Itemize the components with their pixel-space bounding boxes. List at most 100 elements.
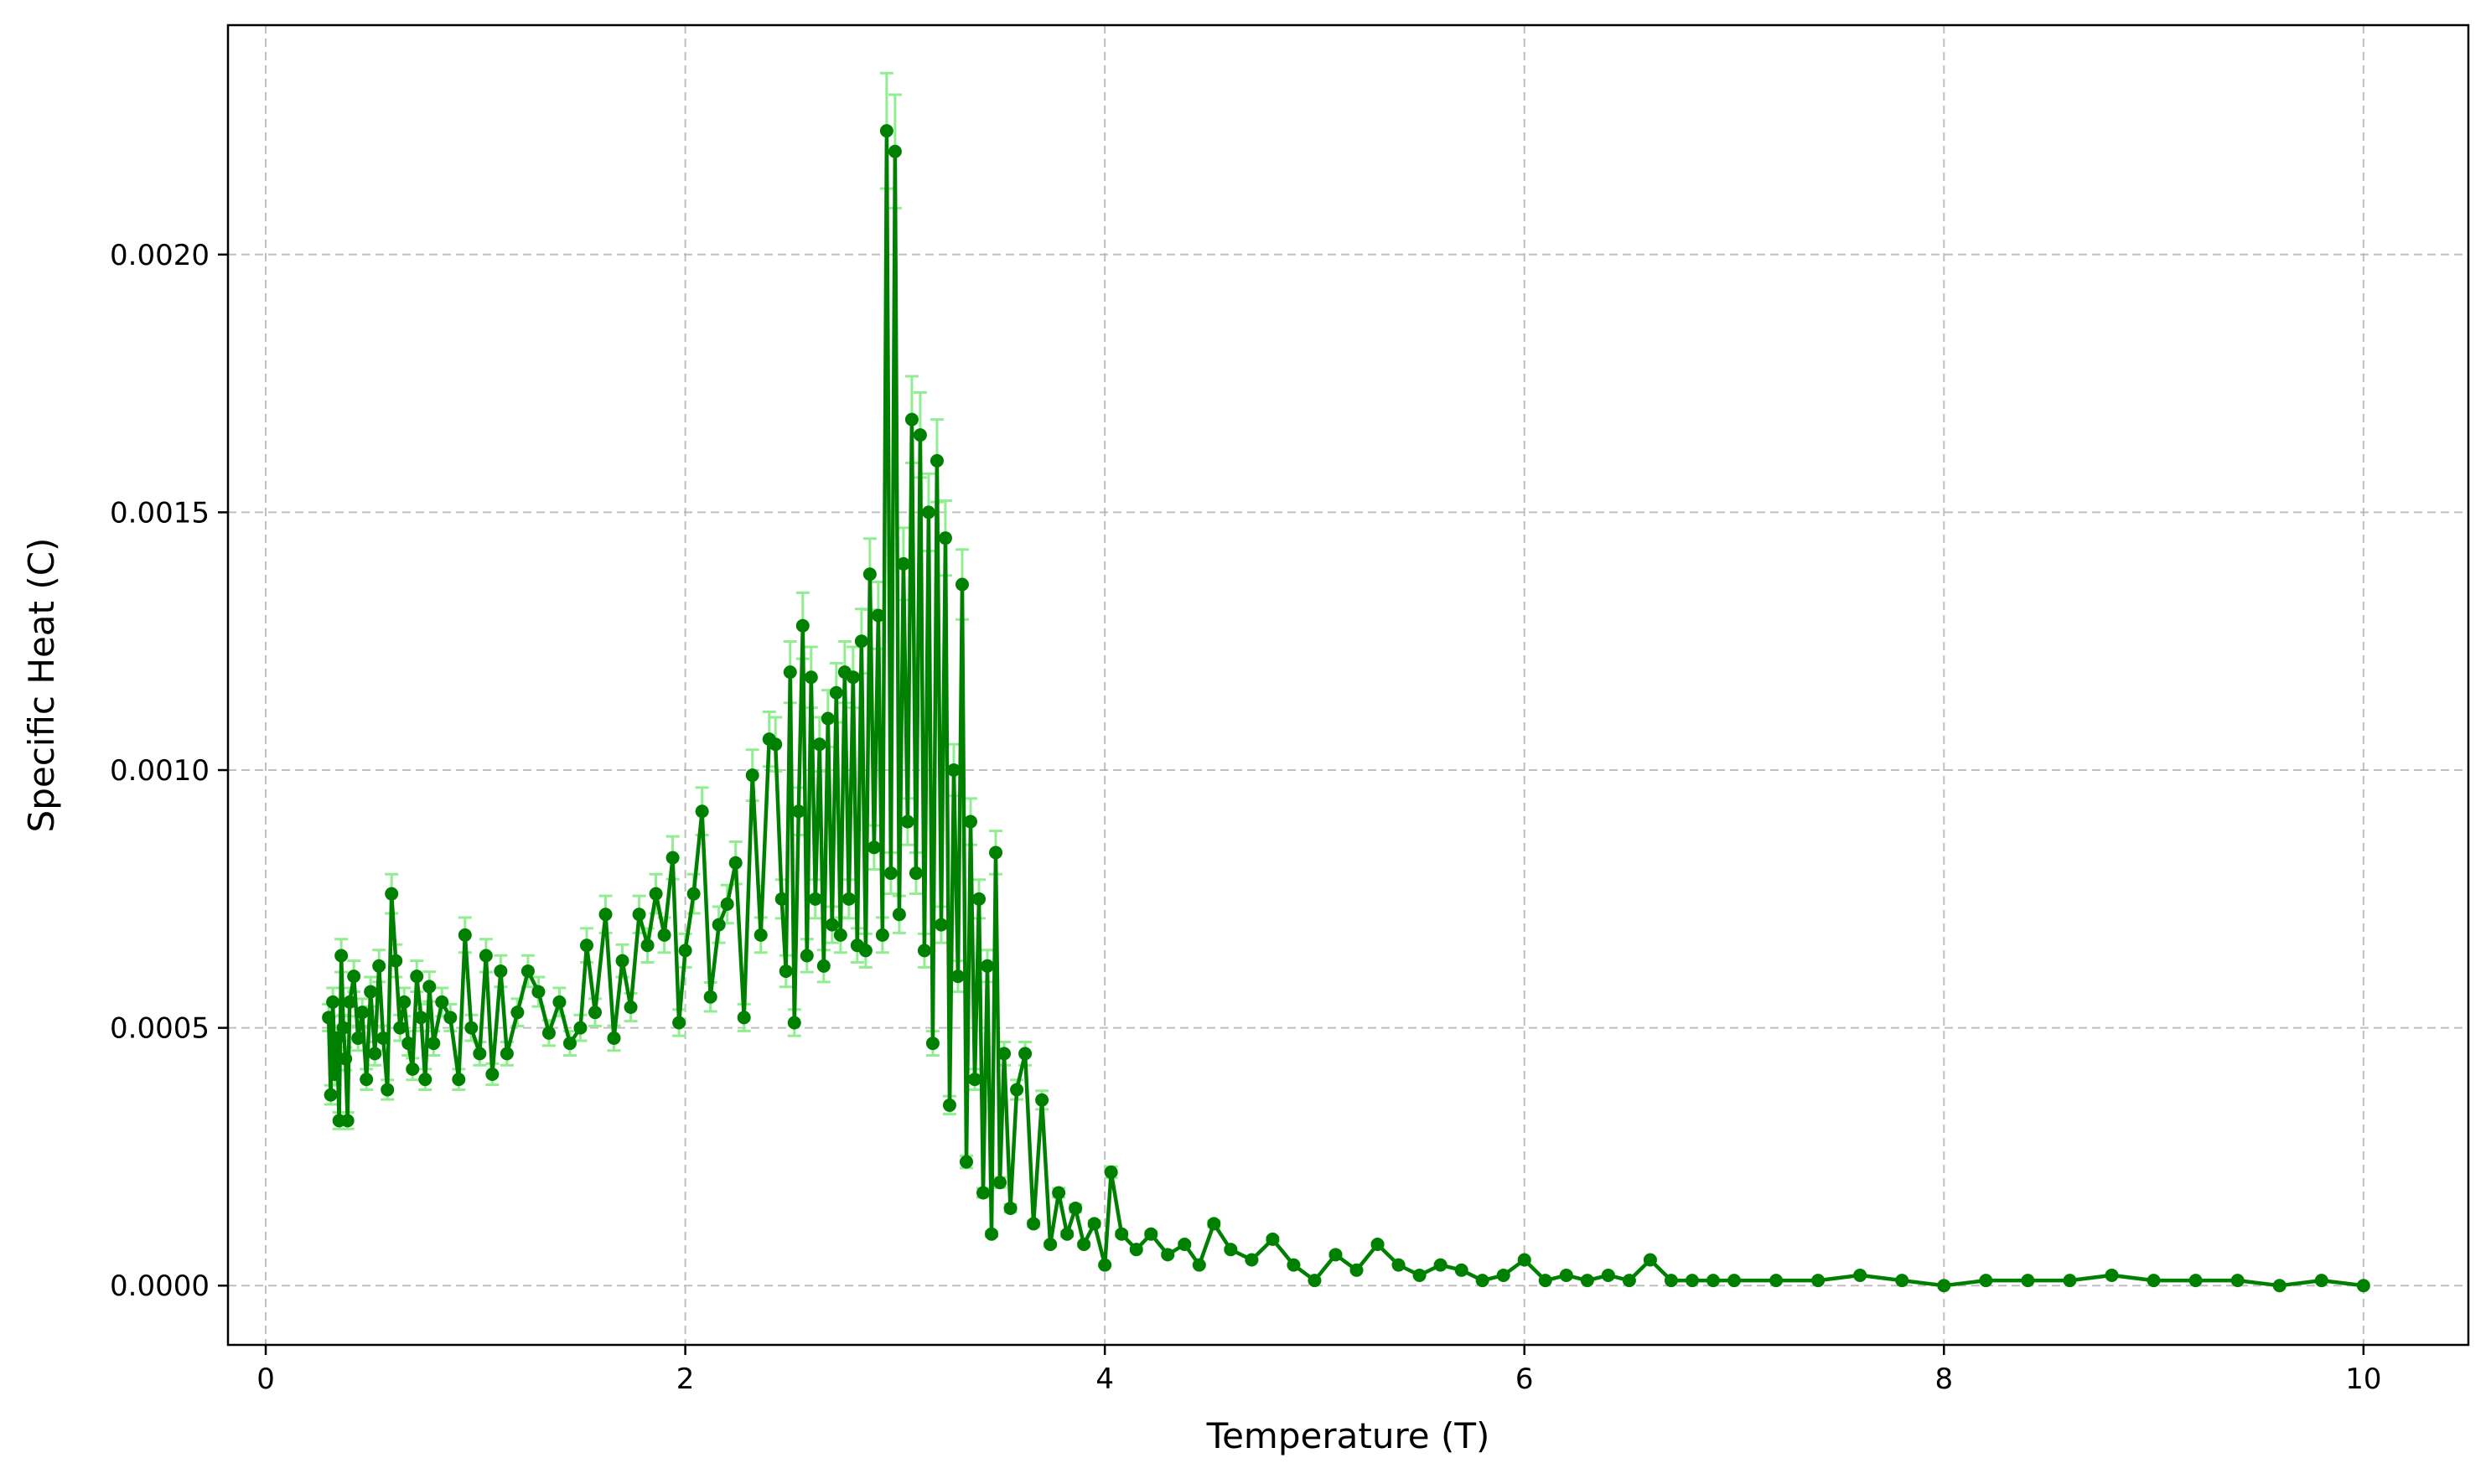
data-point: [598, 907, 613, 922]
x-tick-label: 10: [2345, 1362, 2381, 1396]
data-point: [1895, 1274, 1909, 1288]
y-tick-label: 0.0010: [110, 754, 210, 788]
data-point: [1308, 1274, 1322, 1288]
grid: [228, 25, 2468, 1345]
data-point: [510, 1006, 525, 1020]
y-tick-label: 0.0005: [110, 1012, 210, 1046]
data-point: [322, 1011, 336, 1025]
data-point: [1224, 1243, 1238, 1257]
data-point: [500, 1047, 514, 1061]
x-tick-label: 6: [1515, 1362, 1534, 1396]
data-point: [573, 1021, 588, 1035]
data-point: [737, 1011, 751, 1025]
data-point: [779, 964, 793, 978]
data-point: [833, 928, 847, 942]
data-point: [981, 959, 995, 973]
data-point: [330, 1031, 344, 1045]
data-point: [1853, 1268, 1867, 1282]
data-point: [1580, 1274, 1594, 1288]
data-point: [494, 964, 508, 978]
data-point: [2021, 1274, 2035, 1288]
data-point: [1044, 1238, 1058, 1252]
data-point: [672, 1016, 686, 1030]
data-point: [588, 1006, 602, 1020]
data-point: [1087, 1217, 1101, 1231]
data-point: [531, 985, 546, 999]
data-point: [326, 995, 340, 1009]
data-point: [875, 928, 889, 942]
data-point: [541, 1026, 556, 1040]
data-point: [934, 918, 948, 932]
data-point: [812, 737, 826, 752]
data-point: [1060, 1227, 1075, 1241]
data-point: [401, 1037, 416, 1051]
data-point: [1003, 1201, 1018, 1215]
data-point: [791, 804, 805, 819]
data-point: [695, 804, 709, 819]
data-point: [2063, 1274, 2077, 1288]
data-point: [769, 737, 783, 752]
data-point: [372, 959, 386, 973]
data-point: [883, 866, 898, 881]
data-point: [972, 892, 987, 906]
data-point: [464, 1021, 479, 1035]
data-point: [1601, 1268, 1615, 1282]
data-point: [976, 1186, 991, 1200]
data-point: [1144, 1227, 1158, 1241]
data-point: [1069, 1201, 1083, 1215]
data-point: [1161, 1248, 1175, 1262]
data-point: [473, 1047, 487, 1061]
data-point: [745, 768, 759, 783]
data-point: [1098, 1258, 1112, 1272]
data-point: [657, 928, 671, 942]
data-point: [1052, 1186, 1066, 1200]
data-point: [774, 892, 789, 906]
data-point: [1643, 1253, 1657, 1267]
y-tick-label: 0.0015: [110, 496, 210, 530]
data-point: [324, 1088, 338, 1102]
data-point: [552, 995, 567, 1009]
data-point: [649, 887, 663, 901]
data-point: [1266, 1232, 1280, 1246]
data-point: [1433, 1258, 1447, 1272]
data-point: [829, 685, 843, 700]
data-point: [393, 1021, 407, 1035]
x-tick-label: 4: [1095, 1362, 1114, 1396]
data-point: [347, 970, 361, 984]
data-point: [418, 1073, 432, 1087]
axes-frame: [226, 23, 2470, 1347]
data-point: [458, 928, 472, 942]
data-point: [900, 814, 914, 829]
data-point: [783, 665, 797, 680]
data-point: [1622, 1274, 1636, 1288]
data-point: [1077, 1238, 1091, 1252]
data-point: [879, 124, 893, 138]
data-point: [1018, 1047, 1033, 1061]
data-point: [452, 1073, 466, 1087]
data-point: [1517, 1253, 1531, 1267]
data-point: [385, 887, 399, 901]
data-point: [1287, 1258, 1301, 1272]
data-point: [862, 567, 877, 582]
data-point: [1496, 1268, 1510, 1282]
data-point: [997, 1047, 1012, 1061]
data-point: [1937, 1279, 1951, 1293]
data-point: [343, 995, 357, 1009]
data-point: [678, 944, 692, 958]
data-point: [1035, 1093, 1049, 1107]
y-axis-label: Specific Heat (C): [21, 538, 62, 833]
data-point: [925, 1037, 940, 1051]
data-point: [340, 1114, 355, 1128]
data-point: [2272, 1279, 2286, 1293]
data-point: [1207, 1217, 1221, 1231]
data-point: [479, 949, 493, 963]
data-point: [942, 1098, 956, 1112]
data-point: [1979, 1274, 1993, 1288]
data-point: [665, 851, 680, 865]
data-point: [867, 840, 881, 855]
data-point: [1370, 1238, 1385, 1252]
data-point: [562, 1037, 577, 1051]
data-point: [1178, 1238, 1192, 1252]
data-point: [703, 990, 717, 1004]
data-point: [1559, 1268, 1573, 1282]
